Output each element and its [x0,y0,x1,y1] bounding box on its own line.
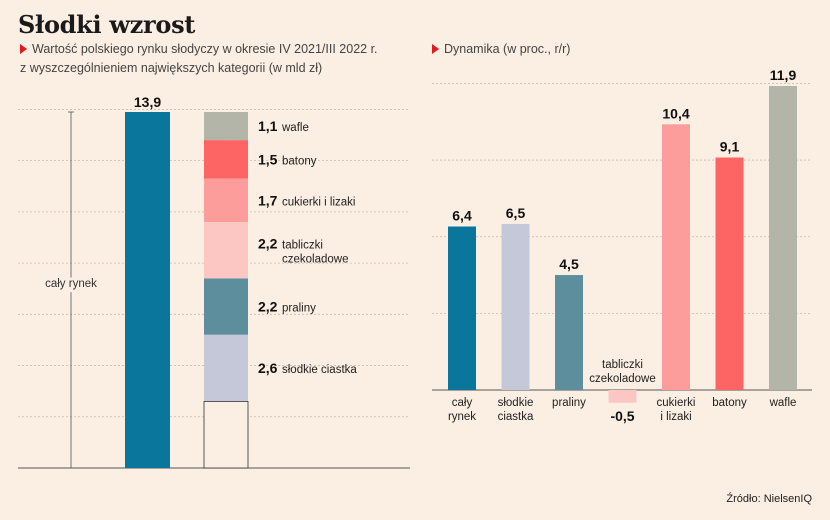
left-chart-subtitle: Wartość polskiego rynku słodyczy w okres… [20,40,400,78]
dynamics-category-label: praliny [552,397,586,409]
stack-category-label: praliny [282,303,316,315]
dynamics-value-label: 11,9 [770,67,797,83]
dynamics-value-label: 9,1 [720,139,740,155]
dynamics-category-label-line2: rynek [448,411,476,423]
stack-value-label: 1,7 [258,192,278,208]
stack-value-label: 2,2 [258,299,278,315]
total-bar [125,112,170,468]
chart-title: Słodki wzrost [18,10,196,39]
stack-segment-4 [204,222,248,279]
right-subtitle-text: Dynamika (w proc., r/r) [444,42,571,56]
stack-category-label: słodkie ciastka [282,364,357,376]
stack-category-label: cukierki i lizaki [282,196,356,208]
dynamics-category-label-line2: czekoladowe [589,373,655,385]
stack-remainder-segment [203,401,249,469]
stack-segment-1 [204,112,248,141]
left-subtitle-line1: Wartość polskiego rynku słodyczy w okres… [32,42,378,56]
stack-category-label-line2: czekoladowe [282,253,348,265]
source-note: Źródło: NielsenIQ [726,493,812,505]
stack-value-label: 1,1 [258,118,278,134]
dynamics-bar-5 [662,124,690,390]
dynamics-value-label: 6,5 [506,205,526,221]
red-triangle-icon [432,44,439,54]
dynamics-category-label: cukierki [657,397,696,409]
stack-segment-3 [204,178,248,223]
dynamics-category-label-line2: i lizaki [660,411,691,423]
dynamics-value-label: 6,4 [452,208,472,224]
dynamics-category-label-line2: ciastka [498,411,534,423]
red-triangle-icon [20,44,27,54]
dynamics-bar-4 [608,390,637,403]
dynamics-category-label: słodkie [498,397,534,409]
dynamics-bar-6 [715,157,744,390]
stack-segment-5 [204,278,248,335]
dynamics-category-label: tabliczki [602,359,643,371]
dynamics-category-label: batony [712,397,747,409]
right-chart: 6,4 cały rynek 6,5 słodkie ciastka 4,5 praliny t… [432,67,812,424]
right-chart-subtitle: Dynamika (w proc., r/r) [432,40,570,59]
dynamics-value-label: 4,5 [559,256,579,272]
left-chart: cały rynek 13,9 1,1 wafle 1,5 batony 1,7 cukier… [18,94,410,469]
total-bracket-label: cały rynek [45,278,97,290]
left-subtitle-line2: z wyszczególnieniem największych kategor… [20,61,323,75]
dynamics-bar-7 [769,86,797,390]
dynamics-bar-3 [555,275,583,390]
stack-segment-2 [204,140,248,179]
dynamics-value-label: 10,4 [662,105,689,121]
stack-value-label: 2,6 [258,360,278,376]
stack-value-label: 2,2 [258,235,278,251]
stack-category-label: wafle [281,122,309,134]
stack-category-label: tabliczki [282,239,323,251]
dynamics-bar-2 [501,223,530,390]
stack-segment-6 [204,334,248,402]
stack-value-label: 1,5 [258,151,278,167]
dynamics-category-label: wafle [769,397,797,409]
dynamics-bar-1 [448,226,476,390]
stack-category-label: batony [282,155,317,167]
dynamics-category-label: cały [452,397,473,409]
dynamics-value-label: -0,5 [610,408,634,424]
total-bar-value-label: 13,9 [134,94,161,110]
